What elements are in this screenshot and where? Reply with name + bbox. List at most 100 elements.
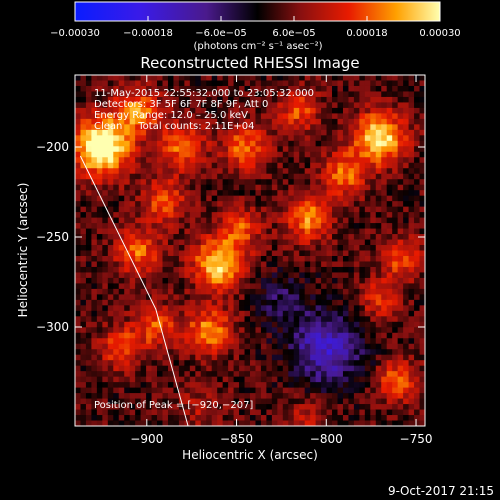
heatmap-cell xyxy=(189,151,196,158)
heatmap-cell xyxy=(353,381,360,388)
heatmap-cell xyxy=(271,217,278,224)
heatmap-cell xyxy=(348,381,355,388)
heatmap-cell xyxy=(129,140,136,147)
heatmap-cell xyxy=(151,272,158,278)
heatmap-cell xyxy=(282,315,289,322)
heatmap-cell xyxy=(315,200,322,207)
heatmap-cell xyxy=(337,178,344,185)
heatmap-cell xyxy=(113,376,120,383)
heatmap-cell xyxy=(222,200,229,207)
heatmap-cell xyxy=(140,420,147,426)
heatmap-cell xyxy=(211,244,218,251)
heatmap-cell xyxy=(162,206,169,213)
heatmap-cell xyxy=(135,173,142,180)
heatmap-cell xyxy=(85,304,92,311)
heatmap-cell xyxy=(113,195,120,202)
heatmap-cell xyxy=(255,299,262,306)
heatmap-cell xyxy=(282,134,289,141)
heatmap-cell xyxy=(206,184,213,191)
heatmap-cell xyxy=(228,392,234,399)
heatmap-cell xyxy=(353,337,360,344)
heatmap-cell xyxy=(419,102,425,108)
heatmap-cell xyxy=(102,184,109,191)
heatmap-cell xyxy=(414,129,420,136)
heatmap-cell xyxy=(277,167,284,174)
heatmap-cell xyxy=(326,178,333,185)
heatmap-cell xyxy=(167,228,174,235)
heatmap-cell xyxy=(80,359,87,366)
heatmap-cell xyxy=(408,365,415,372)
heatmap-cell xyxy=(96,414,103,421)
heatmap-cell xyxy=(239,376,245,383)
heatmap-cell xyxy=(135,304,142,311)
heatmap-cell xyxy=(124,140,131,147)
heatmap-cell xyxy=(135,134,142,141)
heatmap-cell xyxy=(228,293,234,300)
heatmap-cell xyxy=(96,145,103,152)
heatmap-cell xyxy=(96,217,103,224)
heatmap-cell xyxy=(233,392,240,399)
heatmap-cell xyxy=(266,228,273,235)
heatmap-cell xyxy=(85,200,92,207)
heatmap-cell xyxy=(118,403,125,410)
heatmap-cell xyxy=(244,217,251,224)
heatmap-cell xyxy=(85,123,92,130)
heatmap-cell xyxy=(124,107,131,114)
heatmap-cell xyxy=(299,409,306,416)
heatmap-cell xyxy=(277,365,284,372)
heatmap-cell xyxy=(288,200,295,207)
heatmap-cell xyxy=(370,222,377,229)
heatmap-cell xyxy=(222,392,229,399)
heatmap-cell xyxy=(129,277,136,284)
heatmap-cell xyxy=(80,326,87,333)
heatmap-cell xyxy=(326,348,333,355)
heatmap-cell xyxy=(326,162,333,169)
heatmap-cell xyxy=(337,359,344,366)
heatmap-cell xyxy=(321,211,327,218)
heatmap-cell xyxy=(129,272,136,278)
heatmap-cell xyxy=(195,167,202,174)
heatmap-cell xyxy=(370,370,377,377)
heatmap-cell xyxy=(310,343,317,350)
heatmap-cell xyxy=(178,200,185,207)
heatmap-cell xyxy=(222,145,229,152)
heatmap-cell xyxy=(375,102,382,108)
heatmap-cell xyxy=(364,250,371,256)
heatmap-cell xyxy=(304,206,311,213)
heatmap-cell xyxy=(244,211,251,218)
heatmap-cell xyxy=(244,255,251,262)
heatmap-cell xyxy=(348,310,355,317)
heatmap-cell xyxy=(96,288,103,295)
heatmap-cell xyxy=(348,233,355,240)
heatmap-cell xyxy=(392,85,399,92)
heatmap-cell xyxy=(167,140,174,147)
heatmap-cell xyxy=(375,381,382,388)
heatmap-cell xyxy=(419,162,425,169)
heatmap-cell xyxy=(222,228,229,235)
heatmap-cell xyxy=(321,184,327,191)
heatmap-cell xyxy=(315,206,322,213)
heatmap-cell xyxy=(392,326,399,333)
heatmap-cell xyxy=(162,255,169,262)
heatmap-cell xyxy=(244,348,251,355)
heatmap-cell xyxy=(113,283,120,289)
heatmap-cell xyxy=(386,299,393,306)
heatmap-cell xyxy=(113,222,120,229)
heatmap-cell xyxy=(260,354,267,361)
heatmap-cell xyxy=(315,409,322,416)
heatmap-cell xyxy=(200,376,207,383)
heatmap-cell xyxy=(392,189,399,196)
heatmap-cell xyxy=(419,222,425,229)
heatmap-cell xyxy=(332,283,338,289)
heatmap-cell xyxy=(184,277,191,284)
heatmap-cell xyxy=(96,321,103,328)
heatmap-cell xyxy=(200,343,207,350)
heatmap-cell xyxy=(419,96,425,103)
heatmap-cell xyxy=(239,414,245,421)
heatmap-cell xyxy=(332,398,338,405)
heatmap-cell xyxy=(162,211,169,218)
heatmap-cell xyxy=(135,228,142,235)
heatmap-cell xyxy=(315,359,322,366)
heatmap-cell xyxy=(332,387,338,394)
heatmap-cell xyxy=(403,233,409,240)
